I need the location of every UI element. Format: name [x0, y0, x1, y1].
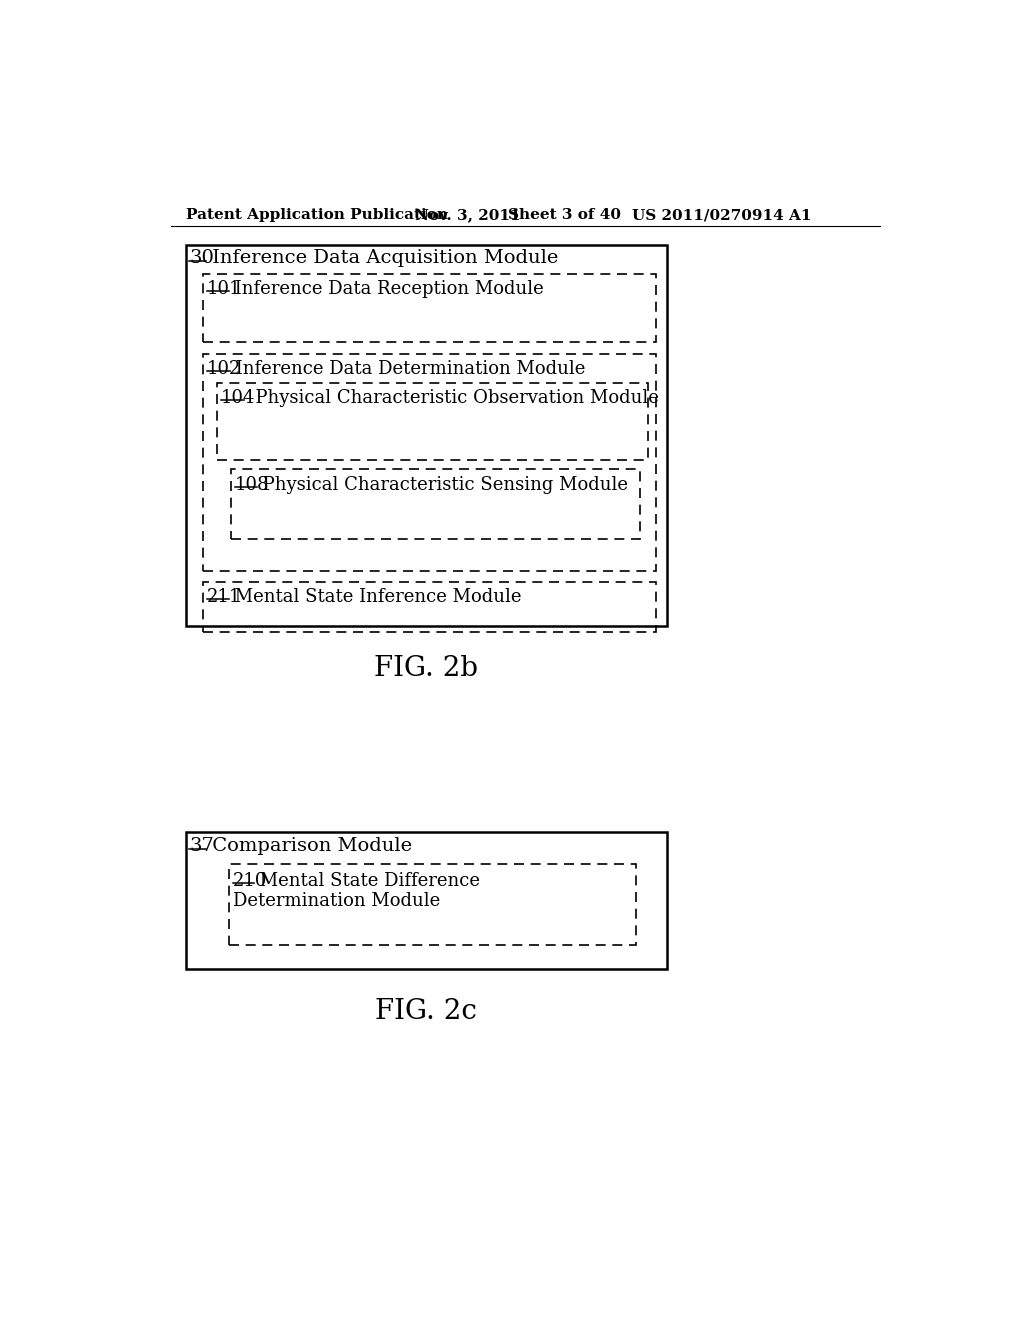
Text: 30: 30 — [189, 249, 214, 267]
Text: Physical Characteristic Sensing Module: Physical Characteristic Sensing Module — [257, 475, 628, 494]
Text: Physical Characteristic Observation Module: Physical Characteristic Observation Modu… — [245, 389, 659, 408]
Text: Mental State Inference Module: Mental State Inference Module — [228, 589, 521, 606]
Text: 210: 210 — [232, 873, 267, 890]
Text: Sheet 3 of 40: Sheet 3 of 40 — [508, 209, 621, 223]
Bar — [186, 832, 667, 969]
Text: Patent Application Publication: Patent Application Publication — [186, 209, 449, 223]
Text: 102: 102 — [207, 360, 242, 378]
Text: 108: 108 — [234, 475, 269, 494]
Text: FIG. 2c: FIG. 2c — [376, 998, 477, 1026]
Bar — [228, 865, 636, 945]
Bar — [217, 383, 648, 461]
Text: 104: 104 — [221, 389, 255, 408]
Bar — [186, 244, 667, 626]
Text: Comparison Module: Comparison Module — [206, 837, 413, 855]
Text: Mental State Difference: Mental State Difference — [254, 873, 480, 890]
Text: 211: 211 — [207, 589, 242, 606]
Bar — [231, 470, 640, 539]
Text: US 2011/0270914 A1: US 2011/0270914 A1 — [632, 209, 811, 223]
Text: Inference Data Reception Module: Inference Data Reception Module — [228, 280, 544, 298]
Text: Inference Data Determination Module: Inference Data Determination Module — [230, 360, 586, 378]
Text: Inference Data Acquisition Module: Inference Data Acquisition Module — [206, 249, 559, 267]
Bar — [203, 354, 655, 572]
Text: FIG. 2b: FIG. 2b — [375, 655, 478, 682]
Text: 37: 37 — [189, 837, 214, 855]
Text: Determination Module: Determination Module — [232, 892, 440, 911]
Text: Nov. 3, 2011: Nov. 3, 2011 — [415, 209, 520, 223]
Text: 101: 101 — [207, 280, 242, 298]
Bar — [203, 582, 655, 632]
Bar — [203, 275, 655, 342]
